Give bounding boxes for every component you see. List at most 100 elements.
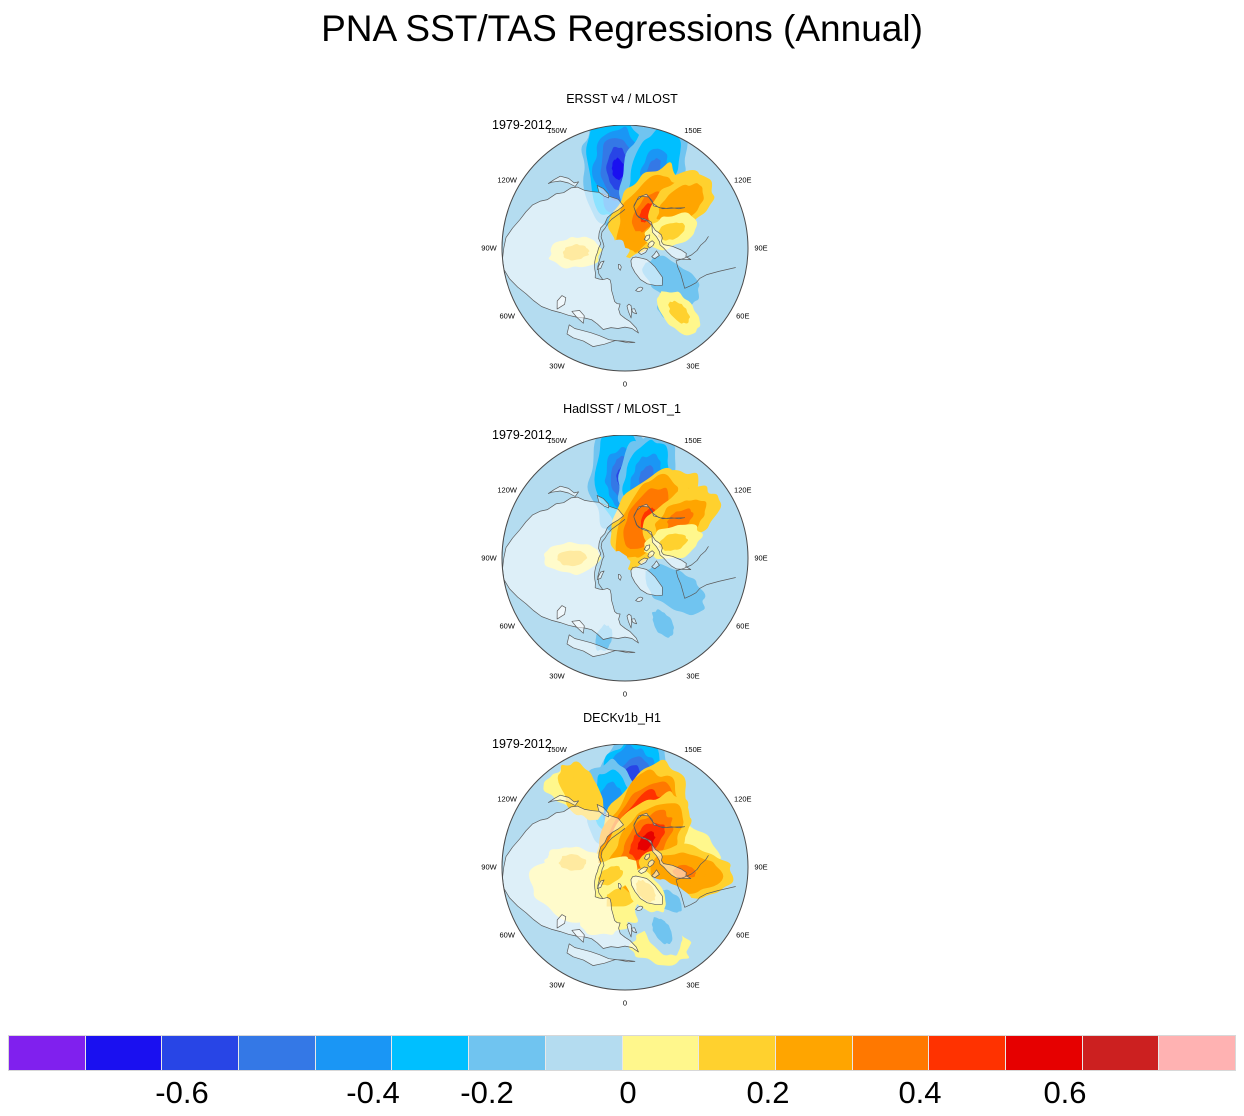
colorbar-band [162, 1036, 240, 1070]
coastline [596, 260, 605, 270]
coastline [566, 324, 636, 347]
coastline [618, 882, 622, 890]
coastline [643, 544, 651, 552]
colorbar [8, 1035, 1236, 1071]
coastline [556, 295, 567, 310]
longitude-label: 60E [736, 931, 749, 940]
map-field-layer [502, 744, 748, 990]
longitude-label: 150E [684, 436, 702, 445]
coastline [643, 853, 651, 861]
colorbar-band [1082, 1036, 1160, 1070]
coastline [547, 485, 579, 497]
coastline [633, 193, 692, 260]
polar-map-2: 180150E120E90E60E30E030W60W90W120W150W [470, 435, 780, 710]
map-field-layer [502, 125, 748, 371]
anomaly-contour [668, 194, 692, 214]
panel-title-1: ERSST v4 / MLOST [566, 92, 678, 106]
colorbar-band [315, 1036, 393, 1070]
coastline [638, 557, 649, 565]
anomaly-contour [637, 831, 656, 851]
longitude-label: 120E [734, 176, 752, 185]
coastline [630, 566, 663, 597]
longitude-label: 90E [754, 554, 767, 563]
page-title: PNA SST/TAS Regressions (Annual) [321, 8, 923, 49]
coastline [596, 804, 610, 818]
coastline [502, 186, 639, 334]
coastline [596, 185, 610, 199]
anomaly-contour [667, 508, 694, 531]
anomaly-contour [598, 865, 624, 886]
longitude-label: 30W [549, 980, 565, 989]
longitude-label: 150W [547, 126, 568, 135]
longitude-label: 60W [499, 622, 515, 631]
longitude-label: 150W [547, 436, 568, 445]
polar-stereographic-svg-2: 180150E120E90E60E30E030W60W90W120W150W [481, 435, 768, 699]
colorbar-band [775, 1036, 853, 1070]
coastline [675, 546, 736, 599]
coastline [596, 495, 610, 509]
longitude-label: 90W [481, 863, 497, 872]
longitude-label: 0 [623, 380, 627, 389]
colorbar-tick-label: 0.4 [898, 1075, 942, 1110]
longitude-label: 30E [686, 361, 699, 370]
coastline [597, 209, 626, 280]
map-boundary-circle [501, 435, 749, 682]
coastline [647, 859, 655, 868]
colorbar-tick-label: 0 [619, 1075, 637, 1110]
coastline [647, 550, 655, 559]
coastline [571, 620, 585, 634]
colorbar-band [9, 1036, 86, 1070]
anomaly-contour [659, 575, 689, 602]
longitude-label: 60W [499, 312, 515, 321]
map-field-layer [502, 435, 748, 681]
colorbar-band [239, 1036, 316, 1070]
longitude-label: 90W [481, 244, 497, 253]
colorbar-tick-label: 0.2 [746, 1075, 790, 1110]
anomaly-contour [651, 917, 673, 945]
longitude-label: 60W [499, 931, 515, 940]
coastline [635, 596, 644, 603]
polar-map-1: 180150E120E90E60E30E030W60W90W120W150W [470, 125, 780, 400]
anomaly-contour [570, 776, 593, 806]
anomaly-contour [611, 157, 625, 181]
colorbar-band [545, 1036, 623, 1070]
coastline [635, 286, 644, 293]
anomaly-contour [652, 609, 674, 638]
coastline [597, 519, 626, 590]
coastline [571, 310, 585, 324]
coastline [566, 943, 636, 966]
colorbar-band [1005, 1036, 1083, 1070]
colorbar-tick-labels: -0.6 -0.4 -0.2 0 0.2 0.4 0.6 [0, 1071, 1244, 1115]
longitude-label: 120W [497, 486, 518, 495]
coastline [626, 613, 632, 629]
coastline [556, 914, 567, 929]
colorbar-band [392, 1036, 470, 1070]
colorbar-band [469, 1036, 546, 1070]
coastline [647, 240, 655, 249]
longitude-label: 90W [481, 554, 497, 563]
coastline [643, 234, 651, 242]
coastline [631, 308, 637, 315]
colorbar-band [699, 1036, 776, 1070]
coastline [596, 570, 605, 580]
coastline [626, 922, 632, 938]
coastline [630, 256, 663, 287]
colorbar-band [929, 1036, 1006, 1070]
colorbar-tick-label: -0.2 [460, 1075, 514, 1110]
coastline [635, 905, 644, 912]
coastline [547, 794, 579, 806]
coastline [502, 496, 639, 644]
panel-title-3: DECKv1b_H1 [583, 711, 661, 725]
map-boundary-circle [501, 744, 749, 991]
longitude-label: 30W [549, 671, 565, 680]
colorbar-tick-label: 0.6 [1043, 1075, 1087, 1110]
coastline [651, 250, 660, 260]
anomaly-contour [657, 222, 685, 241]
polar-stereographic-svg-3: 180150E120E90E60E30E030W60W90W120W150W [481, 744, 768, 1008]
longitude-label: 30W [549, 361, 565, 370]
coastline [651, 560, 660, 570]
coastline [630, 875, 663, 906]
panel-title-2: HadISST / MLOST_1 [563, 402, 681, 416]
colorbar-band [852, 1036, 930, 1070]
coastline [631, 618, 637, 625]
